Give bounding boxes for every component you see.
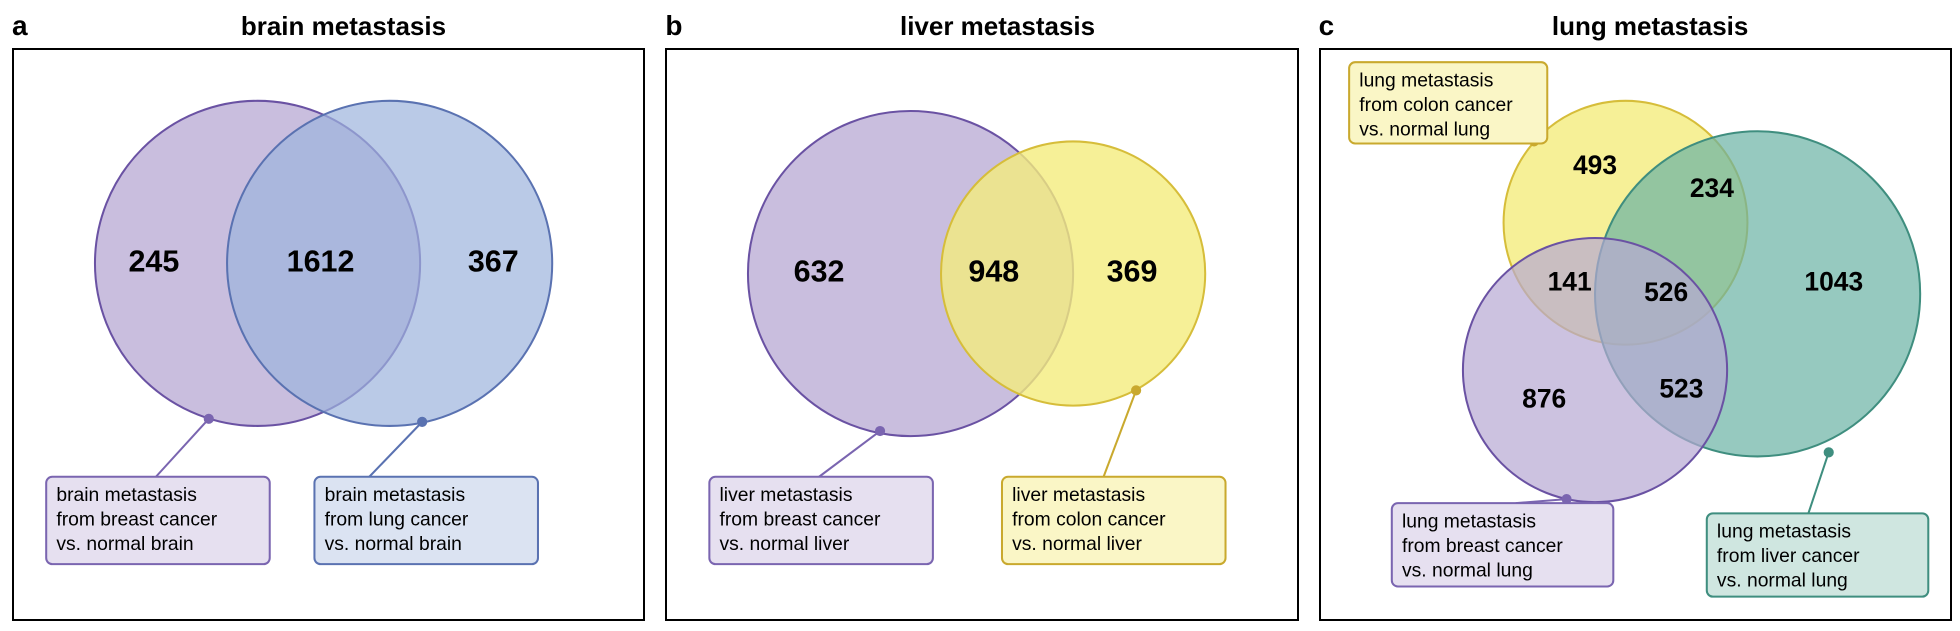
panel-a: a brain metastasis 245 1612 367 brain metas… (12, 10, 641, 621)
svg-text:vs. normal brain: vs. normal brain (56, 534, 193, 555)
svg-text:from breast cancer: from breast cancer (56, 510, 217, 531)
svg-text:876: 876 (1522, 384, 1566, 414)
panel-c: c lung metastasis 493 234 141 526 1043 876 523… (1319, 10, 1948, 621)
svg-text:lung metastasis: lung metastasis (1402, 512, 1536, 533)
svg-text:367: 367 (468, 244, 519, 278)
svg-text:493: 493 (1573, 150, 1617, 180)
svg-text:523: 523 (1659, 373, 1703, 403)
svg-text:from colon cancer: from colon cancer (1359, 95, 1513, 116)
svg-text:liver metastasis: liver metastasis (720, 485, 853, 506)
svg-text:526: 526 (1644, 277, 1688, 307)
panel-a-box: 245 1612 367 brain metastasis from breast ca… (12, 48, 645, 621)
panel-c-title: lung metastasis (1352, 11, 1948, 42)
svg-text:liver metastasis: liver metastasis (1012, 485, 1145, 506)
figure-wrap: a brain metastasis 245 1612 367 brain metas… (0, 0, 1960, 631)
panel-b-title: liver metastasis (700, 11, 1294, 42)
panel-a-title: brain metastasis (46, 11, 642, 42)
panel-b-svg: 632 948 369 liver metastasis from breast can… (667, 50, 1296, 619)
panel-b-letter: b (665, 10, 682, 42)
svg-text:vs. normal liver: vs. normal liver (720, 534, 850, 555)
svg-text:632: 632 (794, 255, 845, 289)
panel-b: b liver metastasis 632 948 369 liver metast… (665, 10, 1294, 621)
svg-text:vs. normal lung: vs. normal lung (1359, 119, 1490, 140)
svg-text:1043: 1043 (1804, 267, 1863, 297)
svg-text:brain metastasis: brain metastasis (325, 485, 466, 506)
svg-text:141: 141 (1547, 267, 1591, 297)
panel-a-letter: a (12, 10, 28, 42)
svg-text:vs. normal lung: vs. normal lung (1717, 570, 1848, 591)
svg-text:lung metastasis: lung metastasis (1359, 71, 1493, 92)
panel-b-box: 632 948 369 liver metastasis from breast can… (665, 48, 1298, 621)
svg-text:from breast cancer: from breast cancer (1402, 536, 1563, 557)
svg-text:vs. normal brain: vs. normal brain (325, 534, 462, 555)
svg-text:vs. normal liver: vs. normal liver (1012, 534, 1142, 555)
svg-text:brain metastasis: brain metastasis (56, 485, 197, 506)
panel-c-svg: 493 234 141 526 1043 876 523 lung metastasis fro… (1321, 50, 1950, 619)
svg-text:vs. normal lung: vs. normal lung (1402, 560, 1533, 581)
panel-a-header: a brain metastasis (12, 10, 641, 42)
panel-c-header: c lung metastasis (1319, 10, 1948, 42)
panel-c-letter: c (1319, 10, 1335, 42)
svg-text:from colon cancer: from colon cancer (1012, 510, 1166, 531)
panel-b-header: b liver metastasis (665, 10, 1294, 42)
svg-text:369: 369 (1107, 255, 1158, 289)
svg-text:948: 948 (969, 255, 1020, 289)
svg-text:from lung cancer: from lung cancer (325, 510, 469, 531)
svg-text:245: 245 (128, 244, 179, 278)
svg-text:from breast cancer: from breast cancer (720, 510, 881, 531)
svg-text:234: 234 (1689, 173, 1733, 203)
svg-text:1612: 1612 (287, 244, 355, 278)
svg-text:lung metastasis: lung metastasis (1717, 522, 1851, 543)
panel-c-box: 493 234 141 526 1043 876 523 lung metastasis fro… (1319, 48, 1952, 621)
svg-text:from liver cancer: from liver cancer (1717, 546, 1860, 567)
panel-a-svg: 245 1612 367 brain metastasis from breast ca… (14, 50, 643, 619)
